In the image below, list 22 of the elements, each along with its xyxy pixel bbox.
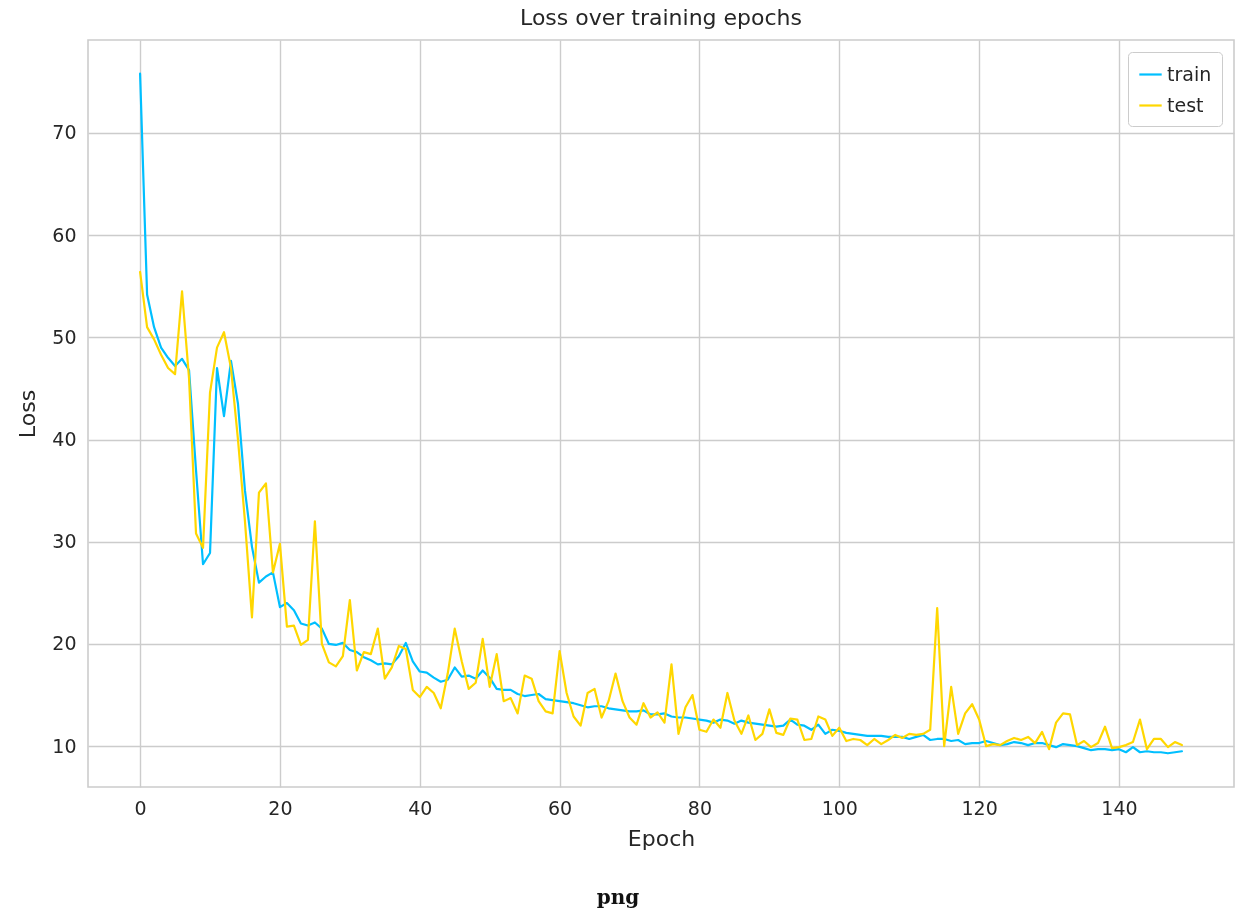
x-tick-label: 120: [961, 796, 998, 819]
x-tick-label: 0: [134, 796, 147, 819]
y-tick-label: 40: [52, 428, 77, 451]
y-tick-label: 10: [52, 734, 77, 757]
x-tick-label: 100: [821, 796, 858, 819]
chart-title: Loss over training epochs: [520, 5, 802, 30]
y-tick-label: 50: [52, 325, 77, 348]
text: png: [595, 885, 641, 909]
legend-label: train: [1167, 62, 1212, 85]
y-tick-label: 60: [52, 223, 77, 246]
y-tick-label: 30: [52, 530, 77, 553]
x-tick-label: 140: [1101, 796, 1138, 819]
legend-label: test: [1167, 93, 1204, 116]
y-tick-label: 70: [52, 121, 77, 144]
x-tick-label: 60: [548, 796, 573, 819]
line-series: [138, 270, 1184, 751]
x-tick-label: 20: [268, 796, 293, 819]
y-axis-title: Loss: [15, 389, 41, 439]
y-tick-label: 20: [52, 632, 77, 655]
x-tick-label: 40: [408, 796, 433, 819]
x-axis-title: Epoch: [627, 825, 696, 851]
x-tick-label: 80: [687, 796, 713, 819]
